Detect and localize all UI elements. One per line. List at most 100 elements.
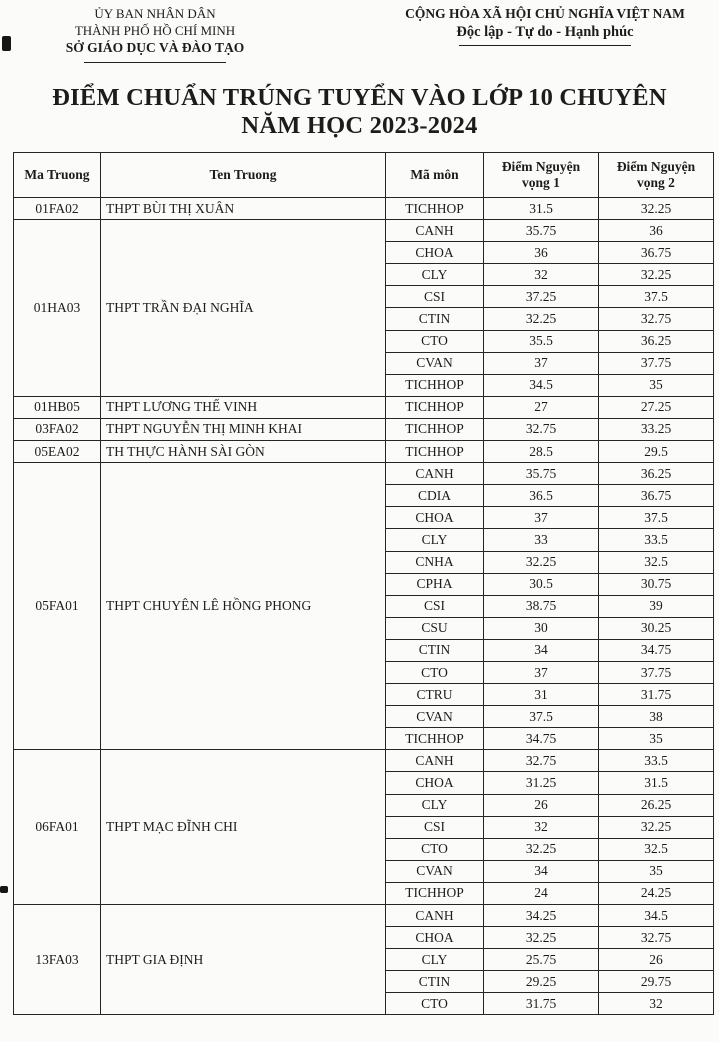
score-nv1-cell: 34.75 (483, 727, 599, 751)
subject-code-cell: CHOA (385, 241, 484, 265)
subject-code-cell: CTO (385, 992, 484, 1016)
score-nv2-cell: 33.5 (598, 749, 714, 773)
subject-code-cell: CHOA (385, 506, 484, 530)
score-nv2-cell: 37.75 (598, 351, 714, 375)
score-nv2-cell: 31.5 (598, 771, 714, 795)
score-nv2-cell: 29.75 (598, 970, 714, 994)
score-nv1-cell: 32.25 (483, 926, 599, 950)
subject-code-cell: CVAN (385, 351, 484, 375)
subject-code-cell: CANH (385, 749, 484, 773)
table-row: 05FA01 THPT CHUYÊN LÊ HỒNG PHONG CANH 35.75… (13, 462, 714, 751)
col-header-ma-mon: Mã môn (385, 152, 484, 198)
score-nv1-cell: 25.75 (483, 948, 599, 972)
subject-code-cell: CTO (385, 660, 484, 685)
score-nv2-cell: 24.25 (598, 881, 714, 906)
issuer-block: ỦY BAN NHÂN DÂN THÀNH PHỐ HỒ CHÍ MINH SỞ… (40, 5, 270, 63)
subject-code-cell: CSU (385, 616, 484, 640)
school-name-cell: THPT CHUYÊN LÊ HỒNG PHONG (100, 462, 386, 751)
table-row: 06FA01 THPT MẠC ĐĨNH CHI CANH 32.75 33.5 (13, 749, 714, 905)
table-row: 03FA02 THPT NGUYỄN THỊ MINH KHAI TICHHOP 32… (13, 417, 714, 442)
score-nv1-cell: 26 (483, 793, 599, 817)
score-nv2-cell: 33.25 (598, 417, 714, 442)
score-nv2-cell: 27.25 (598, 395, 714, 419)
school-name-cell: THPT NGUYỄN THỊ MINH KHAI (100, 417, 386, 442)
score-nv1-cell: 35.75 (483, 219, 599, 243)
score-nv2-cell: 31.75 (598, 683, 714, 707)
subject-code-cell: CHOA (385, 771, 484, 795)
score-nv1-cell: 34 (483, 638, 599, 662)
table-row: 01HB05 THPT LƯƠNG THẾ VINH TICHHOP 27 27.25 (13, 395, 714, 419)
table-row: 05EA02 TH THỰC HÀNH SÀI GÒN TICHHOP 28.5 29.… (13, 440, 714, 464)
motto-block: CỘNG HÒA XÃ HỘI CHỦ NGHĨA VIỆT NAM Độc l… (387, 5, 703, 46)
score-nv1-cell: 34.5 (483, 373, 599, 397)
score-nv1-cell: 30.5 (483, 572, 599, 596)
subject-code-cell: CDIA (385, 484, 484, 508)
score-nv1-cell: 38.75 (483, 594, 599, 618)
subject-code-cell: CHOA (385, 926, 484, 950)
score-nv2-cell: 32.25 (598, 263, 714, 287)
score-nv2-cell: 36.25 (598, 462, 714, 486)
national-title: CỘNG HÒA XÃ HỘI CHỦ NGHĨA VIỆT NAM (405, 6, 685, 21)
score-nv2-cell: 38 (598, 705, 714, 729)
score-nv2-cell: 35 (598, 859, 714, 883)
table-row: CTIN 32.25 32.75 (14, 307, 714, 331)
subject-code-cell: CANH (385, 462, 484, 486)
table-row: CTO 37 37.75 (14, 660, 714, 685)
score-nv2-cell: 32.5 (598, 550, 714, 574)
school-code-cell: 01HB05 (13, 395, 101, 419)
score-nv1-cell: 32 (483, 263, 599, 287)
table-row: 01HA03 THPT TRẦN ĐẠI NGHĨA CANH 35.75 36 (13, 219, 714, 397)
table-row: CTO 35.5 36.25 (14, 329, 714, 353)
school-code-cell: 05EA02 (13, 440, 101, 464)
subject-code-cell: CVAN (385, 859, 484, 883)
subject-code-cell: CLY (385, 263, 484, 287)
score-nv1-cell: 35.75 (483, 462, 599, 486)
subject-code-cell: CTIN (385, 638, 484, 662)
school-name-cell: THPT MẠC ĐĨNH CHI (100, 749, 386, 905)
school-code-cell: 01HA03 (13, 219, 101, 397)
score-nv1-cell: 31.25 (483, 771, 599, 795)
score-table-body: 01FA02 THPT BÙI THỊ XUÂN TICHHOP 31.5 32.25 0… (13, 196, 714, 1016)
score-nv2-cell: 34.5 (598, 903, 714, 928)
col-header-ten-truong: Ten Truong (100, 152, 386, 198)
score-nv2-cell: 37.5 (598, 506, 714, 530)
score-nv1-cell: 34 (483, 859, 599, 883)
table-row: CLY 32 32.25 (14, 263, 714, 287)
issuer-line-1: ỦY BAN NHÂN DÂN (94, 6, 216, 21)
table-row: CNHA 32.25 32.5 (14, 550, 714, 574)
score-nv1-cell: 32 (483, 815, 599, 839)
title-line-1: ĐIỂM CHUẨN TRÚNG TUYỂN VÀO LỚP 10 CHUYÊN (52, 84, 667, 111)
subject-code-cell: TICHHOP (385, 727, 484, 751)
subject-code-cell: CSI (385, 285, 484, 309)
school-code-cell: 06FA01 (13, 749, 101, 905)
subject-code-cell: CVAN (385, 705, 484, 729)
score-nv2-cell: 39 (598, 594, 714, 618)
score-nv1-cell: 32.25 (483, 837, 599, 861)
score-nv1-cell: 31 (483, 683, 599, 707)
motto-underline (459, 45, 631, 46)
subject-code-cell: TICHHOP (385, 417, 484, 442)
table-row: CVAN 37.5 38 (14, 705, 714, 729)
issuer-line-3: SỞ GIÁO DỤC VÀ ĐÀO TẠO (65, 40, 245, 55)
table-row: CSU 30 30.25 (14, 616, 714, 640)
subject-code-cell: CNHA (385, 550, 484, 574)
table-row: 13FA03 THPT GIA ĐỊNH CANH 34.25 34.5 (13, 903, 714, 1016)
score-nv1-cell: 36.5 (483, 484, 599, 508)
table-row: CTIN 34 34.75 (14, 638, 714, 662)
score-nv2-cell: 26 (598, 948, 714, 972)
document-title: ĐIỂM CHUẨN TRÚNG TUYỂN VÀO LỚP 10 CHUYÊN… (0, 84, 719, 140)
score-nv1-cell: 29.25 (483, 970, 599, 994)
subject-code-cell: CTO (385, 837, 484, 861)
table-row: CSI 38.75 39 (14, 594, 714, 618)
subject-code-cell: CLY (385, 793, 484, 817)
score-nv1-cell: 33 (483, 528, 599, 552)
subject-code-cell: CLY (385, 948, 484, 972)
table-row: CTO 31.75 32 (14, 992, 714, 1016)
subject-code-cell: TICHHOP (385, 395, 484, 419)
table-row: CVAN 34 35 (14, 859, 714, 883)
subject-code-cell: CANH (385, 219, 484, 243)
title-line-2: NĂM HỌC 2023-2024 (241, 112, 478, 139)
score-nv1-cell: 32.25 (483, 550, 599, 574)
table-row: 01FA02 THPT BÙI THỊ XUÂN TICHHOP 31.5 32.25 (13, 196, 714, 221)
